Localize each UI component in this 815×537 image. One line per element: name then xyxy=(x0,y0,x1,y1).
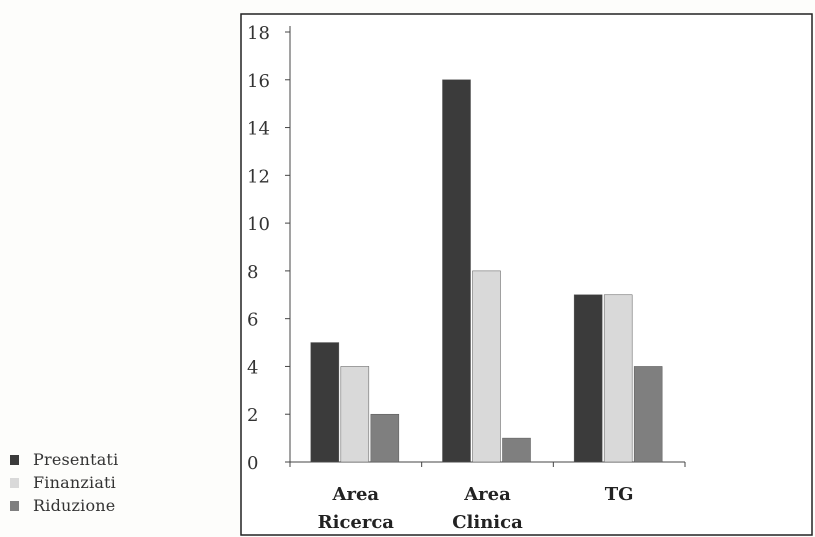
x-category-label: TG xyxy=(605,484,634,505)
y-tick-label: 10 xyxy=(247,214,270,235)
legend-swatch-presentati xyxy=(10,454,19,465)
y-tick-label: 12 xyxy=(247,166,270,187)
y-tick-label: 0 xyxy=(247,453,258,474)
legend-label-riduzione: Riduzione xyxy=(33,496,116,515)
y-tick-label: 18 xyxy=(247,23,270,44)
y-tick-label: 4 xyxy=(247,357,258,378)
bar-presentati-0 xyxy=(310,342,340,463)
y-tick-label: 14 xyxy=(247,119,270,140)
bar-riduzione-0 xyxy=(370,413,400,463)
bar-finanziati-2 xyxy=(603,294,633,463)
legend-item-finanziati: Finanziati xyxy=(10,471,190,494)
legend-label-finanziati: Finanziati xyxy=(33,473,116,492)
legend-swatch-riduzione xyxy=(10,500,19,511)
y-tick-label: 16 xyxy=(247,71,270,92)
chart-labels: 0 2 4 6 8 10 12 14 16 18 Area Ricerca Area Clinica TG xyxy=(247,23,634,533)
bar-finanziati-1 xyxy=(472,270,501,463)
x-category-label: Area xyxy=(463,484,511,505)
chart-bars xyxy=(310,79,663,463)
x-category-label: Area xyxy=(332,484,380,505)
bar-riduzione-1 xyxy=(502,437,531,463)
legend-swatch-finanziati xyxy=(10,477,19,488)
y-tick-label: 2 xyxy=(247,405,258,426)
legend: Presentati Finanziati Riduzione xyxy=(10,448,190,517)
bar-presentati-1 xyxy=(442,79,471,463)
legend-item-presentati: Presentati xyxy=(10,448,190,471)
bar-riduzione-2 xyxy=(633,366,663,463)
bar-presentati-2 xyxy=(573,294,603,463)
legend-label-presentati: Presentati xyxy=(33,450,119,469)
x-category-label: Clinica xyxy=(452,512,523,533)
legend-item-riduzione: Riduzione xyxy=(10,494,190,517)
bar-finanziati-0 xyxy=(340,366,370,463)
y-tick-label: 8 xyxy=(247,262,258,283)
y-tick-label: 6 xyxy=(247,310,258,331)
x-category-label: Ricerca xyxy=(318,512,395,533)
